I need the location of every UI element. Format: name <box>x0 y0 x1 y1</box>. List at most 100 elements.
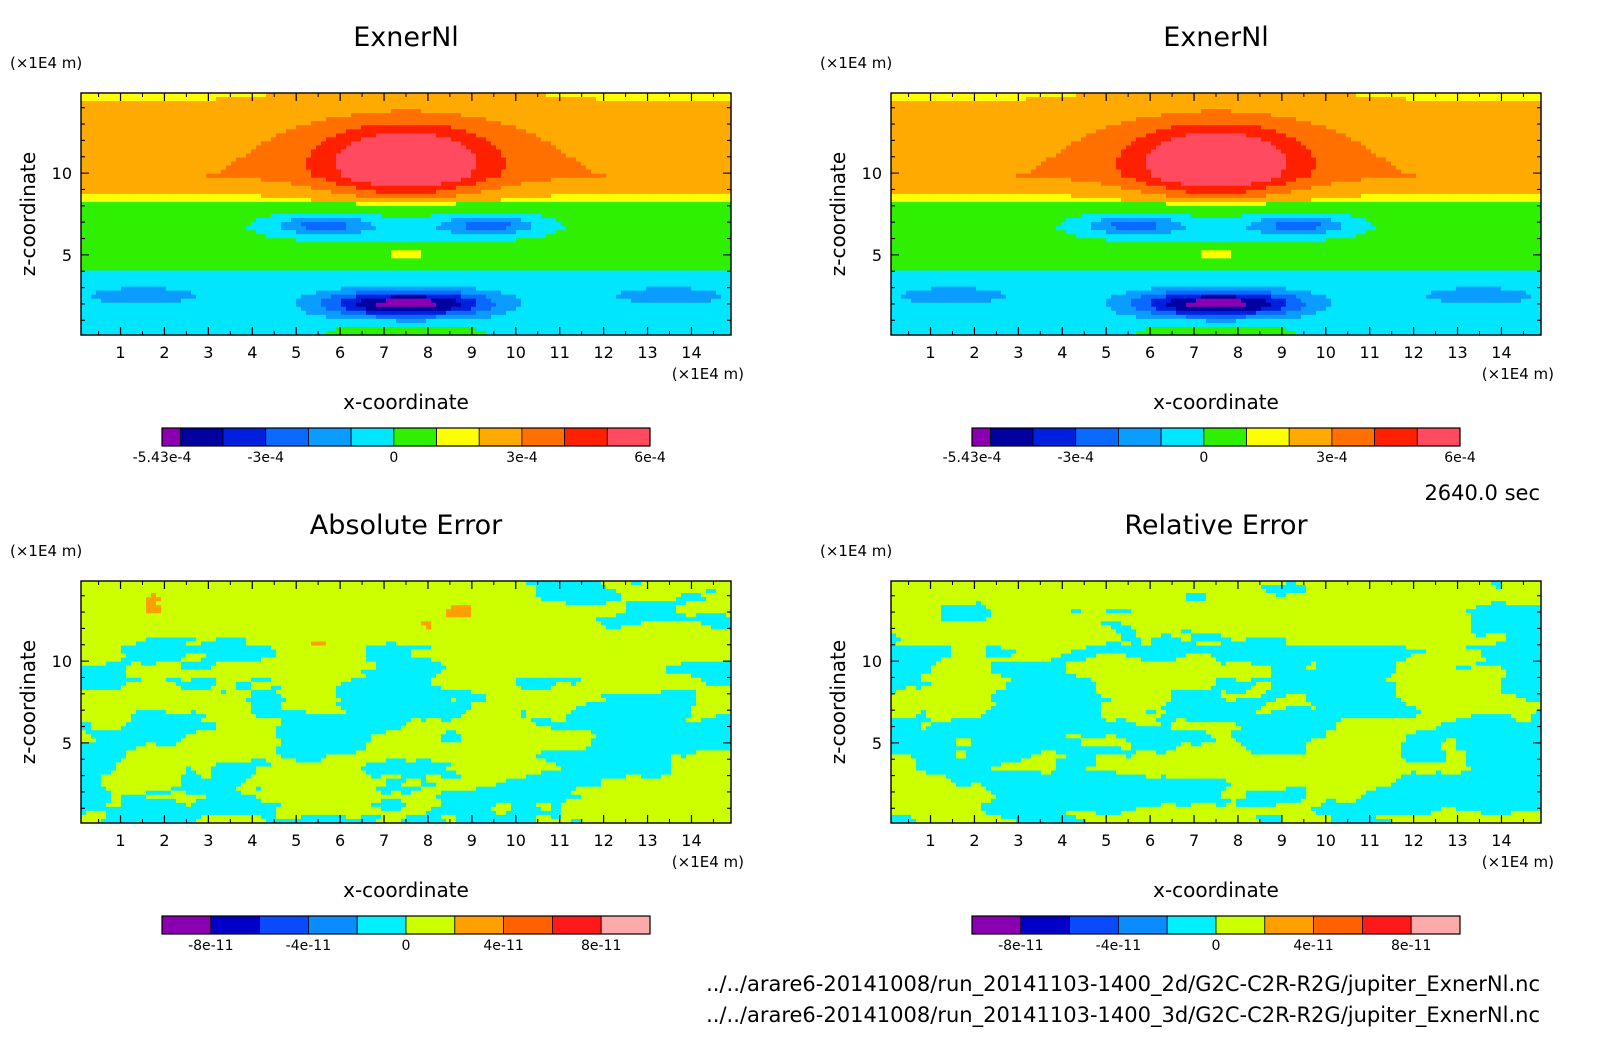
field-cell <box>721 230 727 235</box>
field-cell <box>271 214 277 219</box>
field-cell <box>286 182 292 187</box>
field-cell <box>111 174 117 179</box>
field-cell <box>101 101 107 106</box>
field-cell <box>206 214 212 219</box>
field-cell <box>321 105 327 110</box>
field-cell <box>81 194 87 199</box>
field-cell <box>601 162 607 167</box>
field-cell <box>661 133 667 138</box>
field-cell <box>601 230 607 235</box>
field-cell <box>336 145 342 150</box>
field-cell <box>391 218 397 223</box>
field-cell <box>391 97 397 102</box>
field-cell <box>516 210 522 215</box>
field-cell <box>136 178 142 183</box>
field-cell <box>276 186 282 191</box>
field-cell <box>651 149 657 154</box>
field-cell <box>126 190 132 195</box>
field-cell <box>596 190 602 195</box>
field-cell <box>651 182 657 187</box>
field-cell <box>276 121 282 126</box>
field-cell <box>296 162 302 167</box>
field-cell <box>691 182 697 187</box>
field-cell <box>421 178 427 183</box>
field-cell <box>571 174 577 179</box>
field-cell <box>691 222 697 227</box>
field-cell <box>136 97 142 102</box>
field-cell <box>721 109 727 114</box>
field-cell <box>496 226 502 231</box>
field-cell <box>561 174 567 179</box>
field-cell <box>491 206 497 211</box>
field-cell <box>221 186 227 191</box>
field-cell <box>626 174 632 179</box>
field-cell <box>241 214 247 219</box>
field-cell <box>411 238 417 243</box>
field-cell <box>196 154 202 159</box>
field-cell <box>691 117 697 122</box>
field-cell <box>566 158 572 163</box>
field-cell <box>406 194 412 199</box>
field-cell <box>711 125 717 130</box>
field-cell <box>241 194 247 199</box>
field-cell <box>321 101 327 106</box>
field-cell <box>626 170 632 175</box>
field-cell <box>256 198 262 203</box>
field-cell <box>476 190 482 195</box>
field-cell <box>221 105 227 110</box>
field-cell <box>431 230 437 235</box>
field-cell <box>391 105 397 110</box>
field-cell <box>711 218 717 223</box>
field-cell <box>626 133 632 138</box>
field-cell <box>321 190 327 195</box>
field-cell <box>91 154 97 159</box>
field-cell <box>486 137 492 142</box>
field-cell <box>661 158 667 163</box>
field-cell <box>311 101 317 106</box>
field-cell <box>646 101 652 106</box>
field-cell <box>356 125 362 130</box>
field-cell <box>91 125 97 130</box>
field-cell <box>361 141 367 146</box>
field-cell <box>121 141 127 146</box>
field-cell <box>676 101 682 106</box>
field-cell <box>161 234 167 239</box>
field-cell <box>586 109 592 114</box>
field-cell <box>561 137 567 142</box>
field-cell <box>546 170 552 175</box>
field-cell <box>131 113 137 118</box>
field-cell <box>381 158 387 163</box>
field-cell <box>606 230 612 235</box>
field-cell <box>256 210 262 215</box>
field-cell <box>461 210 467 215</box>
field-cell <box>336 133 342 138</box>
field-cell <box>531 182 537 187</box>
field-cell <box>626 113 632 118</box>
field-cell <box>206 145 212 150</box>
field-cell <box>711 202 717 207</box>
field-cell <box>536 182 542 187</box>
field-cell <box>161 141 167 146</box>
field-cell <box>661 166 667 171</box>
field-cell <box>461 194 467 199</box>
field-cell <box>221 97 227 102</box>
field-cell <box>116 226 122 231</box>
field-cell <box>346 238 352 243</box>
field-cell <box>451 218 457 223</box>
field-cell <box>256 242 262 247</box>
field-cell <box>126 222 132 227</box>
field-cell <box>271 154 277 159</box>
field-cell <box>721 210 727 215</box>
field-cell <box>656 141 662 146</box>
field-cell <box>171 202 177 207</box>
field-cell <box>286 101 292 106</box>
field-cell <box>676 105 682 110</box>
field-cell <box>636 178 642 183</box>
field-cell <box>586 158 592 163</box>
field-cell <box>706 162 712 167</box>
field-cell <box>551 109 557 114</box>
field-cell <box>451 182 457 187</box>
field-cell <box>326 246 332 251</box>
field-cell <box>221 109 227 114</box>
field-cell <box>166 182 172 187</box>
